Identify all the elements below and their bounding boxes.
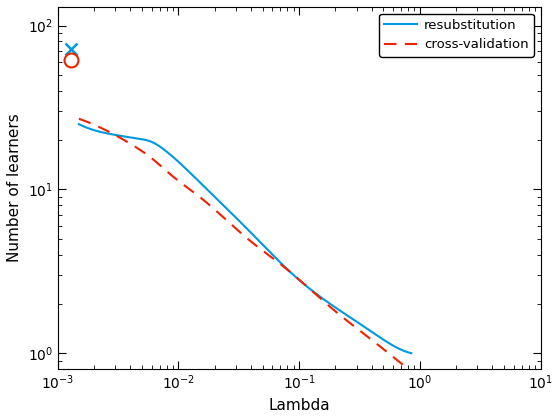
cross-validation	[257, 247, 264, 252]
cross-validation	[279, 264, 286, 269]
cross-validation	[300, 281, 307, 286]
Line: cross-validation: cross-validation	[79, 119, 456, 410]
cross-validation	[444, 399, 450, 404]
X-axis label: Lambda: Lambda	[268, 398, 330, 413]
resubstitution	[255, 238, 262, 243]
resubstitution	[273, 257, 280, 262]
cross-validation	[255, 244, 262, 249]
Legend: resubstitution, cross-validation: resubstitution, cross-validation	[379, 13, 534, 57]
resubstitution	[348, 316, 354, 321]
cross-validation	[76, 116, 82, 121]
resubstitution	[76, 122, 82, 127]
Line: resubstitution: resubstitution	[79, 124, 411, 353]
cross-validation	[453, 407, 460, 412]
cross-validation	[385, 350, 391, 355]
resubstitution	[408, 351, 414, 356]
resubstitution	[235, 218, 242, 223]
Y-axis label: Number of learners: Number of learners	[7, 114, 22, 262]
resubstitution	[400, 348, 407, 353]
resubstitution	[234, 216, 240, 221]
